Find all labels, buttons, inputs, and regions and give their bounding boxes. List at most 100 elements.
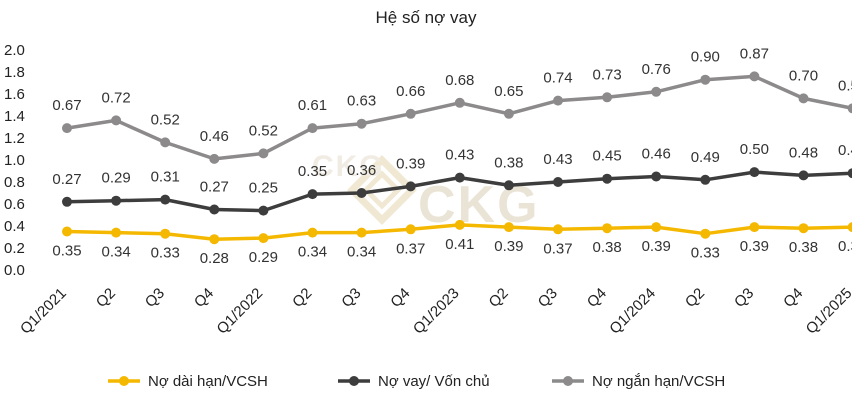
data-point [258, 148, 269, 159]
data-point [847, 168, 852, 179]
data-point [847, 103, 852, 114]
data-point [258, 233, 269, 244]
data-label: 0.25 [249, 180, 278, 197]
y-tick-label: 1.2 [4, 130, 25, 147]
legend-item: Nợ ngắn hạn/VCSH [552, 373, 725, 390]
data-label: 0.38 [789, 239, 818, 256]
x-tick-label: Q2 [682, 285, 708, 311]
legend-marker [119, 376, 129, 386]
y-tick-label: 0.2 [4, 240, 25, 257]
data-point [700, 74, 711, 85]
x-tick-label: Q4 [584, 285, 610, 311]
data-label: 0.43 [445, 147, 474, 164]
data-label: 0.37 [396, 240, 425, 257]
data-label: 0.38 [592, 239, 621, 256]
data-point [454, 97, 465, 108]
data-label: 0.68 [445, 72, 474, 89]
series-line [66, 74, 852, 161]
data-point [307, 227, 318, 238]
data-point [503, 180, 514, 191]
data-point [160, 194, 171, 205]
data-label: 0.72 [101, 89, 130, 106]
data-point [553, 177, 563, 187]
x-tick-label: Q1/2023 [410, 285, 463, 338]
data-label: 0.70 [789, 67, 818, 84]
legend-marker [349, 376, 359, 386]
data-point [749, 71, 760, 82]
data-point [62, 123, 72, 134]
data-label: 0.29 [249, 249, 278, 266]
data-label: 0.67 [52, 97, 81, 114]
series-group: 0.27 0.29 0.31 0.27 0.25 0.35 0.36 0.39 0.43 0.38… [52, 141, 852, 216]
y-axis: 0.0 0.2 0.4 0.6 0.8 1.0 1.2 1.4 1.6 1.8 2.0 [4, 42, 25, 279]
y-tick-label: 0.0 [4, 262, 25, 279]
data-label: 0.35 [52, 243, 81, 260]
data-point [602, 173, 613, 184]
data-label: 0.52 [151, 111, 180, 128]
data-label: 0.39 [838, 238, 852, 255]
data-label: 0.31 [151, 169, 180, 186]
data-point [651, 86, 662, 97]
data-label: 0.43 [543, 151, 572, 168]
data-point [258, 205, 269, 216]
legend-label: Nợ ngắn hạn/VCSH [592, 373, 725, 390]
data-point [405, 181, 416, 192]
series-layer: 0.35 0.34 0.33 0.28 0.29 0.34 0.34 0.37 0.41 0.39… [52, 45, 852, 267]
data-point [356, 227, 367, 238]
data-point [454, 172, 465, 183]
y-tick-label: 2.0 [4, 42, 25, 59]
x-tick-label: Q3 [731, 285, 757, 311]
data-point [356, 118, 367, 129]
data-point [503, 108, 514, 119]
data-point [553, 224, 563, 235]
data-label: 0.66 [396, 83, 425, 100]
data-label: 0.46 [642, 146, 671, 163]
data-label: 0.34 [101, 244, 130, 261]
x-tick-label: Q2 [289, 285, 315, 311]
x-tick-label: Q2 [486, 285, 512, 311]
data-point [602, 92, 613, 103]
x-tick-label: Q3 [142, 285, 168, 311]
x-tick-label: Q1/2022 [214, 285, 267, 338]
series-group: 0.35 0.34 0.33 0.28 0.29 0.34 0.34 0.37 0.41 0.39… [52, 219, 852, 267]
legend-label: Nợ dài hạn/VCSH [148, 373, 268, 390]
x-tick-label: Q3 [535, 285, 561, 311]
legend-label: Nợ vay/ Vốn chủ [378, 373, 490, 390]
data-point [356, 188, 367, 198]
legend-item: Nợ dài hạn/VCSH [108, 373, 268, 390]
data-label: 0.90 [691, 49, 720, 66]
data-point [847, 222, 852, 233]
data-label: 0.39 [494, 238, 523, 255]
data-label: 0.39 [642, 238, 671, 255]
data-label: 0.33 [691, 245, 720, 262]
x-tick-label: Q3 [338, 285, 364, 311]
data-point [553, 95, 563, 106]
x-tick-label: Q4 [191, 285, 217, 311]
data-point [700, 174, 711, 185]
data-label: 0.46 [200, 128, 229, 145]
data-point [798, 93, 809, 104]
data-point [749, 167, 760, 178]
series-line [66, 170, 852, 213]
data-label: 0.29 [101, 170, 130, 187]
legend-marker [563, 376, 573, 386]
data-label: 0.34 [298, 244, 327, 261]
y-tick-label: 1.0 [4, 152, 25, 169]
data-label: 0.74 [543, 70, 572, 87]
data-point [111, 115, 122, 126]
data-point [405, 108, 416, 119]
data-point [651, 222, 662, 233]
data-point [749, 222, 760, 233]
x-tick-label: Q4 [780, 285, 806, 311]
chart-title: Hệ số nợ vay [376, 8, 477, 27]
x-tick-label: Q1/2021 [17, 285, 70, 338]
data-label: 0.33 [151, 245, 180, 262]
data-label: 0.65 [494, 83, 523, 100]
data-label: 0.27 [200, 179, 229, 196]
data-point [602, 223, 613, 234]
data-label: 0.49 [838, 142, 852, 159]
data-point [111, 195, 122, 206]
data-point [798, 170, 809, 181]
data-point [798, 223, 809, 234]
